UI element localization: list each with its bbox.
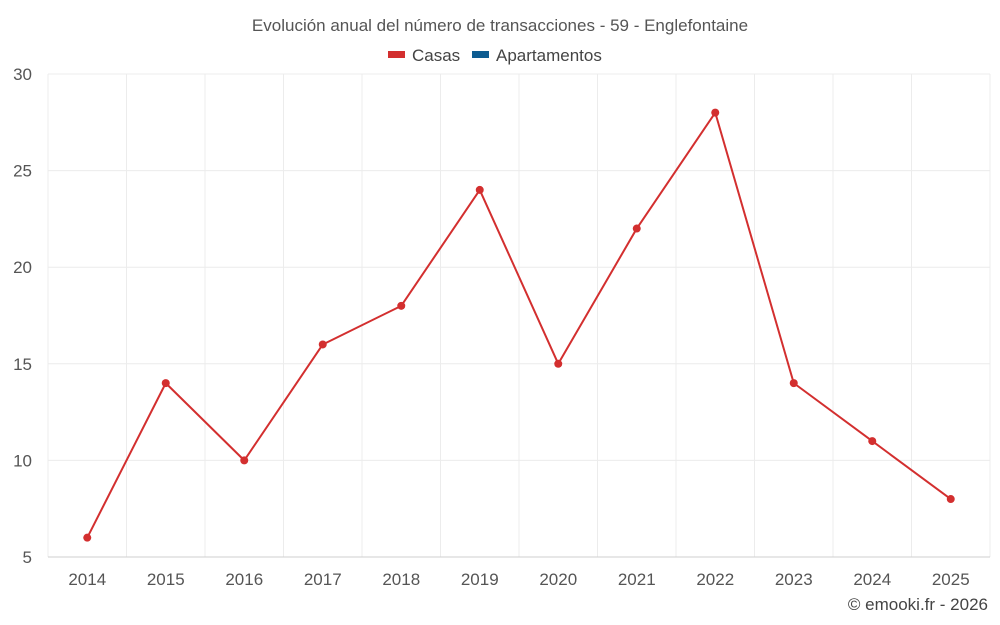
x-tick-label: 2023 (775, 570, 813, 589)
x-tick-label: 2014 (68, 570, 106, 589)
x-tick-label: 2025 (932, 570, 970, 589)
data-point-casas-2019[interactable] (475, 185, 484, 194)
legend-swatch-apartamentos (472, 51, 489, 58)
x-tick-label: 2015 (147, 570, 185, 589)
y-tick-label: 20 (13, 258, 32, 277)
credit-text: © emooki.fr - 2026 (848, 595, 988, 614)
y-tick-label: 5 (23, 548, 32, 567)
legend-label-casas: Casas (412, 46, 460, 65)
data-point-casas-2018[interactable] (397, 301, 406, 310)
y-tick-label: 25 (13, 162, 32, 181)
data-point-casas-2017[interactable] (318, 340, 327, 349)
data-point-casas-2020[interactable] (554, 359, 563, 368)
data-point-casas-2014[interactable] (83, 533, 92, 542)
legend-item-casas[interactable]: Casas (388, 46, 460, 65)
x-tick-label: 2021 (618, 570, 656, 589)
legend-label-apartamentos: Apartamentos (496, 46, 602, 65)
x-tick-label: 2017 (304, 570, 342, 589)
legend: Casas Apartamentos (388, 46, 602, 65)
series-casas (83, 108, 955, 542)
y-tick-label: 15 (13, 355, 32, 374)
data-point-casas-2025[interactable] (946, 495, 955, 504)
data-point-casas-2023[interactable] (789, 379, 798, 388)
x-tick-label: 2022 (696, 570, 734, 589)
x-tick-label: 2024 (853, 570, 891, 589)
series-line-casas (86, 111, 952, 539)
y-tick-label: 30 (13, 65, 32, 84)
x-tick-label: 2019 (461, 570, 499, 589)
data-point-casas-2021[interactable] (632, 224, 641, 233)
x-tick-label: 2018 (382, 570, 420, 589)
legend-item-apartamentos[interactable]: Apartamentos (472, 46, 602, 65)
x-tick-label: 2020 (539, 570, 577, 589)
y-tick-label: 10 (13, 451, 32, 470)
legend-swatch-casas (388, 51, 405, 58)
data-point-casas-2016[interactable] (240, 456, 249, 465)
chart-title: Evolución anual del número de transaccio… (252, 16, 748, 35)
data-point-casas-2022[interactable] (711, 108, 720, 117)
data-point-casas-2015[interactable] (161, 379, 170, 388)
data-point-casas-2024[interactable] (868, 437, 877, 446)
x-tick-label: 2016 (225, 570, 263, 589)
grid (47, 73, 991, 557)
